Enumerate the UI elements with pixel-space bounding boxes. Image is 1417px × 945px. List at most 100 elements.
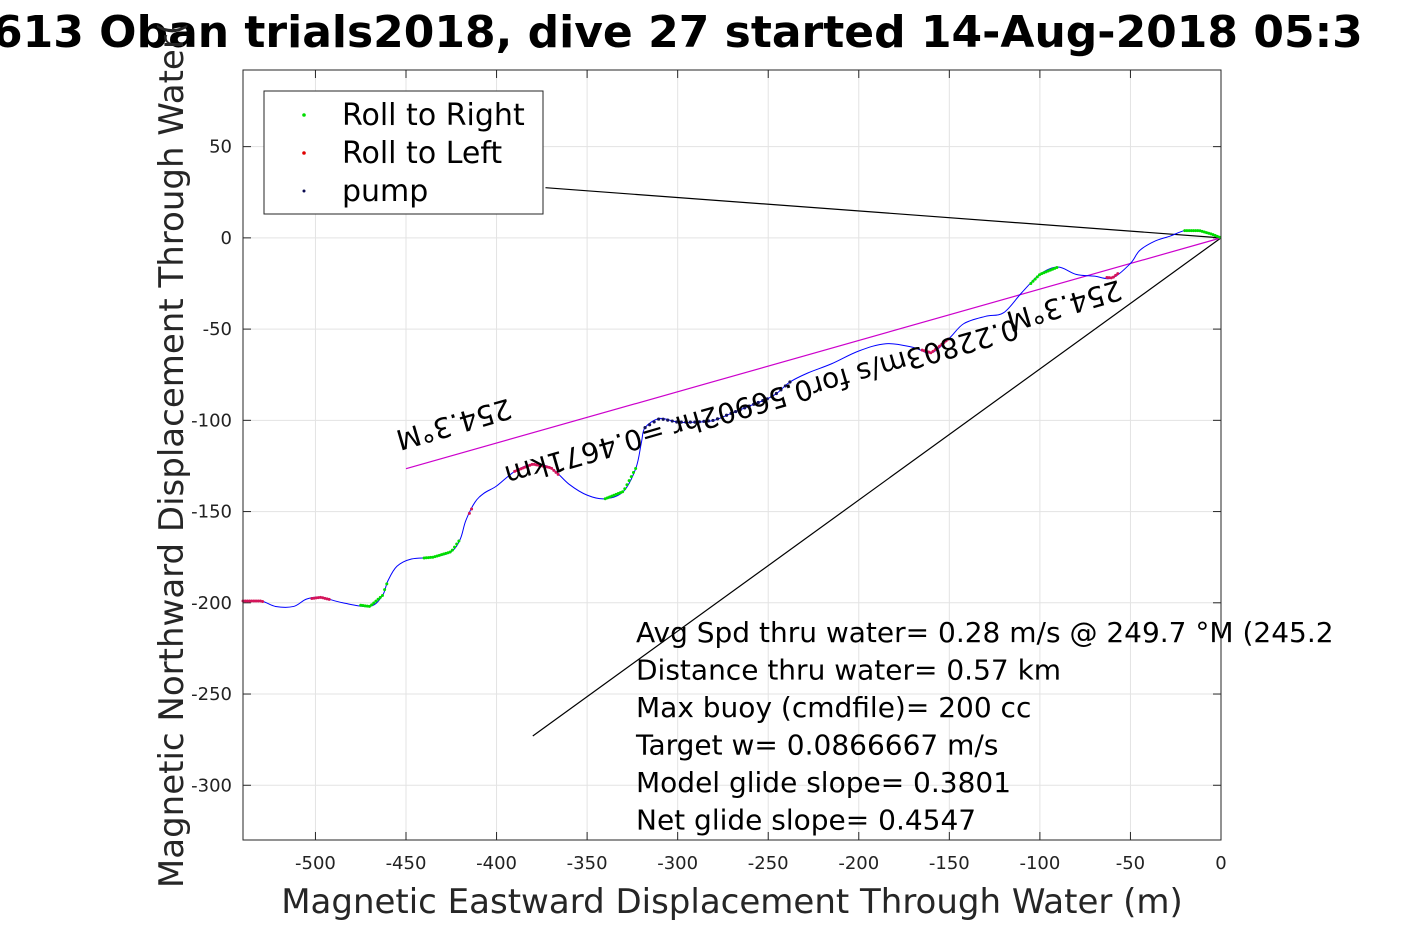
x-tick-labels: -500 -450 -400 -350 -300 -250 -200 -150 -100 -50 0 [295, 853, 1227, 874]
pump-marker [693, 420, 697, 424]
roll-left-marker [942, 341, 946, 345]
roll-right-marker [457, 539, 461, 543]
roll-left-marker [1114, 273, 1118, 277]
x-tick-label: -250 [748, 853, 789, 874]
roll-right-marker [1035, 275, 1039, 279]
roll-right-marker [1033, 277, 1037, 281]
roll-left-marker [245, 599, 249, 603]
pump-marker [675, 420, 679, 424]
roll-left-marker [256, 599, 260, 603]
roll-right-marker [424, 556, 428, 560]
x-tick-label: -50 [1116, 853, 1145, 874]
roll-right-marker [372, 601, 376, 605]
roll-right-marker [1183, 229, 1187, 233]
y-tick-label: -50 [203, 319, 232, 340]
y-tick-label: -250 [191, 684, 232, 705]
roll-left-marker [938, 344, 942, 348]
roll-left-marker [1111, 275, 1115, 279]
legend-marker-roll-left [302, 151, 306, 155]
roll-right-marker [625, 483, 629, 487]
roll-left-marker [1116, 272, 1120, 276]
roll-right-marker [629, 475, 633, 479]
roll-right-marker [634, 466, 638, 470]
x-tick-label: -450 [386, 853, 427, 874]
roll-left-marker [1105, 275, 1109, 279]
info-line: Distance thru water= 0.57 km [636, 654, 1061, 687]
x-tick-label: -500 [295, 853, 336, 874]
pump-marker [702, 419, 706, 423]
roll-left-marker [944, 339, 948, 343]
pump-marker [679, 420, 683, 424]
roll-right-marker [367, 604, 371, 608]
roll-left-marker [243, 599, 247, 603]
pump-marker [765, 397, 769, 401]
y-tick-label: 0 [221, 228, 232, 249]
roll-left-marker [940, 342, 944, 346]
roll-left-marker [312, 596, 316, 600]
roll-right-marker [378, 595, 382, 599]
info-line: Avg Spd thru water= 0.28 m/s @ 249.7 °M … [636, 616, 1334, 649]
roll-left-marker [550, 466, 554, 470]
info-text-block: Avg Spd thru water= 0.28 m/s @ 249.7 °M … [635, 616, 1334, 837]
roll-markers [241, 229, 1222, 608]
info-line: Net glide slope= 0.4547 [636, 804, 976, 837]
roll-right-marker [455, 542, 459, 546]
roll-right-marker [1031, 279, 1035, 283]
roll-right-marker [383, 588, 387, 592]
roll-left-marker [554, 470, 558, 474]
legend-label-roll-right: Roll to Right [342, 98, 525, 133]
pump-marker [647, 423, 652, 427]
y-axis-label: Magnetic Northward Displacement Through … [152, 22, 192, 888]
reference-line-black-lower [532, 237, 1222, 737]
pump-marker [752, 402, 756, 406]
pump-marker [670, 419, 674, 423]
roll-right-marker [374, 599, 378, 603]
roll-left-marker [1107, 276, 1111, 280]
pump-marker [720, 415, 724, 419]
x-tick-label: -100 [1019, 853, 1060, 874]
roll-left-marker [931, 349, 935, 353]
pump-marker [724, 413, 729, 417]
roll-right-marker [1196, 229, 1200, 233]
y-tick-label: -200 [191, 593, 232, 614]
pump-marker [661, 417, 665, 421]
legend-label-pump: pump [342, 174, 428, 209]
roll-left-marker [316, 596, 320, 600]
roll-right-marker [426, 556, 430, 560]
pump-marker [711, 418, 715, 423]
plot-border [242, 69, 1222, 841]
roll-right-marker [450, 548, 454, 552]
roll-right-marker [1185, 229, 1189, 233]
roll-right-marker [1189, 229, 1193, 233]
legend-marker-pump [302, 189, 306, 193]
reference-line-black-upper [545, 187, 1222, 239]
roll-right-marker [429, 555, 433, 559]
roll-right-marker [422, 556, 426, 560]
roll-left-marker [933, 348, 937, 352]
info-line: Model glide slope= 0.3801 [636, 766, 1011, 799]
roll-right-marker [380, 593, 384, 597]
y-tick-labels: 50 0 -50 -100 -150 -200 -250 -300 [191, 137, 232, 797]
roll-left-marker [314, 596, 318, 600]
roll-left-marker [556, 472, 560, 476]
x-tick-label: -200 [838, 853, 879, 874]
legend-marker-roll-right [302, 113, 306, 117]
pump-marker [688, 420, 692, 424]
roll-right-marker [627, 479, 631, 483]
roll-right-marker [1029, 281, 1033, 285]
roll-left-marker [530, 462, 534, 466]
roll-left-marker [250, 599, 254, 603]
legend-box [263, 90, 544, 215]
roll-left-marker [310, 596, 314, 600]
roll-left-marker [248, 599, 252, 603]
x-axis-label: Magnetic Eastward Displacement Through W… [281, 882, 1183, 922]
roll-left-marker [946, 337, 950, 341]
legend: Roll to Right Roll to Left pump [263, 90, 544, 215]
pump-marker [684, 420, 688, 424]
pump-marker [774, 391, 778, 396]
roll-right-marker [1187, 229, 1191, 233]
pump-marker [729, 411, 733, 415]
roll-left-marker [254, 599, 258, 603]
pump-marker [788, 380, 792, 384]
